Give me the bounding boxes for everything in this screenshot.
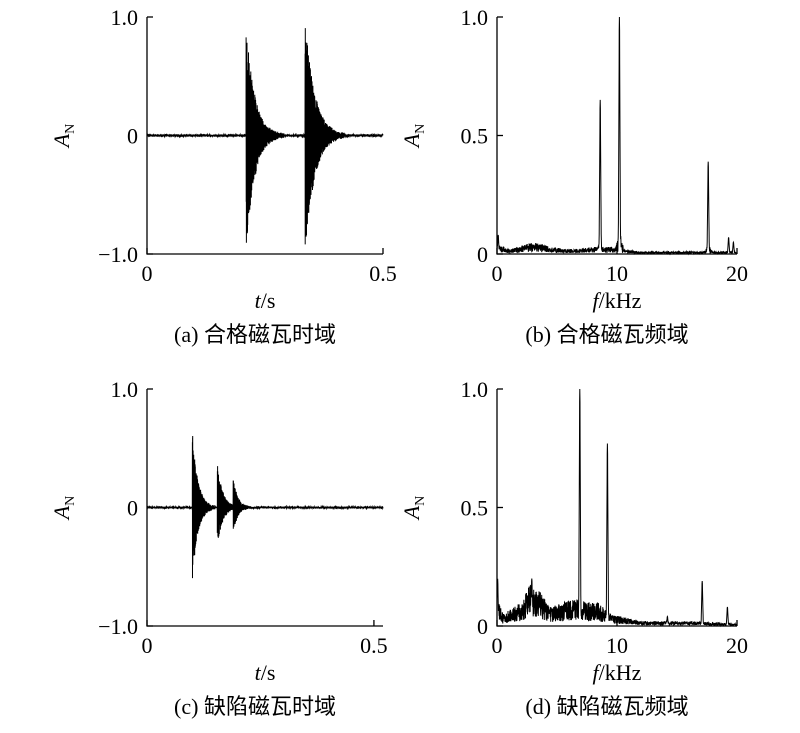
panel-c-ytick-label: 1.0: [111, 377, 139, 402]
panel-a-signal: [146, 28, 384, 245]
panel-b: 0 0.5 1.0 0 10 20 AN f/kHz (b) 合格磁瓦频域: [399, 5, 748, 347]
panel-d-xtick-label: 10: [606, 633, 628, 658]
panel-d-xtick-label: 0: [492, 633, 503, 658]
panel-a-xlabel: t/s: [255, 288, 276, 313]
panel-c-ytick-label: 0: [127, 496, 138, 521]
panel-c: −1.001.00 0.5 AN t/s (c) 缺陷磁瓦时域: [49, 377, 388, 719]
panel-d-ticks: 0 0.5 1.0 0 10 20: [461, 377, 749, 658]
panel-c-xtick-label: 0: [142, 633, 153, 658]
panel-a-ylabel-main: A: [49, 133, 74, 149]
panel-b-ylabel-main: A: [399, 133, 424, 149]
panel-d-ytick-label: 0: [477, 614, 488, 639]
panel-d-ylabel: AN: [399, 496, 428, 522]
panel-d-signal: [496, 388, 738, 628]
panel-b-xtick-label: 20: [726, 261, 748, 286]
panel-b-ytick-label: 1.0: [461, 5, 489, 30]
panel-d-caption: (d) 缺陷磁瓦频域: [525, 694, 688, 719]
panel-a-ytick-label: −1.0: [98, 242, 138, 267]
panel-d-xtick-label: 20: [726, 633, 748, 658]
panel-b-ytick-label: 0: [477, 242, 488, 267]
panel-c-ylabel: AN: [49, 496, 78, 522]
panel-d-xlabel-var: f: [593, 660, 602, 685]
panel-a-xtick-label: 0.5: [369, 261, 397, 286]
panel-c-caption: (c) 缺陷磁瓦时域: [174, 694, 336, 719]
panel-c-ylabel-sub: N: [63, 496, 78, 506]
panel-c-xlabel-unit: /s: [261, 660, 276, 685]
panel-b-ylabel: AN: [399, 124, 428, 150]
panel-c-xtick-label: 0.5: [360, 633, 388, 658]
panel-a-caption: (a) 合格磁瓦时域: [174, 322, 336, 347]
panel-a-ticks: −1.001.00 0.5: [98, 5, 397, 286]
panel-d-ytick-label: 1.0: [461, 377, 489, 402]
panel-a-ytick-label: 1.0: [111, 5, 139, 30]
panel-b-xlabel-var: f: [593, 288, 602, 313]
panel-d-ytick-label: 0.5: [461, 496, 489, 521]
panel-b-xtick-label: 0: [492, 261, 503, 286]
panel-c-ytick-label: −1.0: [98, 614, 138, 639]
panel-b-xtick-label: 10: [606, 261, 628, 286]
panel-d-xlabel-unit: /kHz: [599, 660, 642, 685]
panel-c-xlabel-var: t: [255, 660, 262, 685]
panel-d-xlabel: f/kHz: [593, 660, 642, 685]
panel-b-ylabel-sub: N: [413, 124, 428, 134]
panel-b-xlabel: f/kHz: [593, 288, 642, 313]
panel-a-ylabel: AN: [49, 124, 78, 150]
panel-d: 0 0.5 1.0 0 10 20 AN f/kHz (d) 缺陷磁瓦频域: [399, 377, 748, 719]
panel-b-ticks: 0 0.5 1.0 0 10 20: [461, 5, 749, 286]
panel-c-signal: [146, 435, 384, 579]
panel-b-xlabel-unit: /kHz: [599, 288, 642, 313]
panel-b-ytick-label: 0.5: [461, 124, 489, 149]
panel-a: −1.001.00 0.5 AN t/s (a) 合格磁瓦时域: [49, 5, 397, 347]
panel-c-ylabel-main: A: [49, 505, 74, 521]
panel-a-ylabel-sub: N: [63, 124, 78, 134]
panel-a-xlabel-var: t: [255, 288, 262, 313]
panel-b-axes: [496, 17, 737, 255]
panel-d-ylabel-sub: N: [413, 496, 428, 506]
panel-c-ticks: −1.001.00 0.5: [98, 377, 388, 658]
panel-d-ylabel-main: A: [399, 505, 424, 521]
panel-b-signal: [496, 16, 738, 256]
panel-b-caption: (b) 合格磁瓦频域: [525, 322, 688, 347]
panel-a-ytick-label: 0: [127, 124, 138, 149]
panel-a-xtick-label: 0: [142, 261, 153, 286]
panel-c-xlabel: t/s: [255, 660, 276, 685]
panel-d-axes: [496, 389, 737, 627]
panel-a-xlabel-unit: /s: [261, 288, 276, 313]
